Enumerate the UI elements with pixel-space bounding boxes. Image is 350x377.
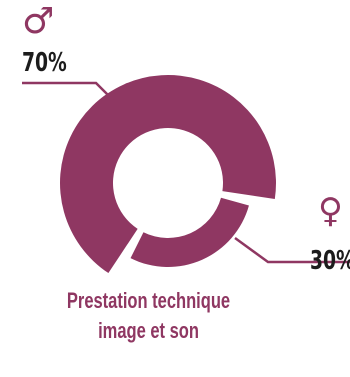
female-percentage-label: 30%	[310, 246, 350, 276]
leader-line-male	[22, 81, 114, 101]
female-symbol-icon: ♀	[318, 191, 343, 231]
male-symbol-icon: ♂	[22, 1, 55, 42]
chart-caption-line-2: image et son	[98, 318, 199, 343]
donut-slice-male	[59, 74, 277, 274]
male-percentage-label: 70%	[22, 48, 67, 78]
chart-caption-line-1: Prestation technique	[66, 288, 231, 313]
donut-slice-female	[130, 197, 249, 268]
leader-line-female	[234, 236, 350, 264]
